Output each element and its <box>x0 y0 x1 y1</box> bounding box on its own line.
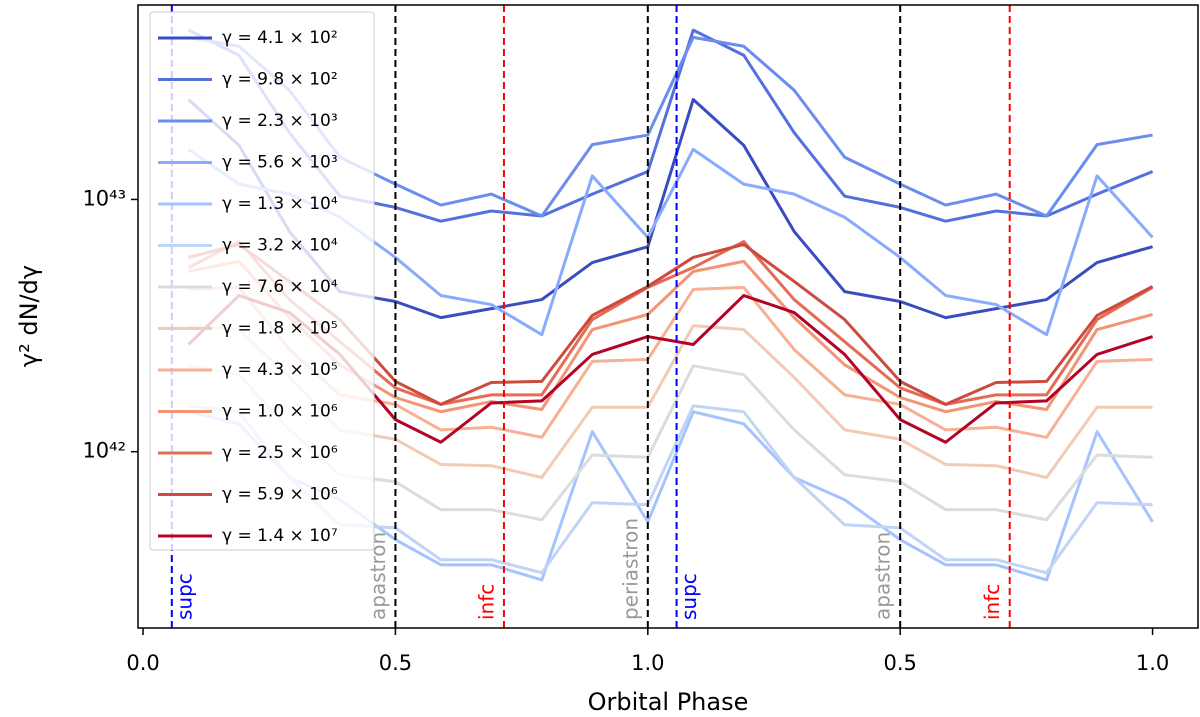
vline-label: infc <box>474 584 498 620</box>
legend-box <box>149 11 375 551</box>
legend-label: γ = 4.1 × 10² <box>222 28 338 48</box>
legend-label: γ = 9.8 × 10² <box>222 70 338 90</box>
legend-label: γ = 5.9 × 10⁶ <box>222 485 338 505</box>
vline-label: apastron <box>871 532 895 620</box>
legend-label: γ = 5.6 × 10³ <box>222 153 338 173</box>
legend: γ = 4.1 × 10² γ = 9.8 × 10² γ = 2.3 × 10³ γ… <box>149 11 375 551</box>
y-tick-label: 10⁴² <box>82 439 126 463</box>
x-tick-label: 0.0 <box>126 651 159 675</box>
legend-label: γ = 1.0 × 10⁶ <box>222 402 338 422</box>
vline-label: periastron <box>618 518 642 620</box>
y-axis-label: γ² dN/dγ <box>15 265 43 367</box>
vline-label: infc <box>980 584 1004 620</box>
legend-label: γ = 4.3 × 10⁵ <box>222 360 338 380</box>
y-tick-label: 10⁴³ <box>82 186 126 210</box>
legend-label: γ = 2.3 × 10³ <box>222 111 338 131</box>
x-tick-label: 0.5 <box>379 651 412 675</box>
legend-label: γ = 3.2 × 10⁴ <box>222 236 338 256</box>
x-tick-label: 0.5 <box>883 651 916 675</box>
x-axis-label: Orbital Phase <box>588 688 749 716</box>
legend-label: γ = 1.8 × 10⁵ <box>222 319 338 339</box>
plot-frame <box>137 4 1199 629</box>
legend-label: γ = 1.4 × 10⁷ <box>222 526 338 546</box>
x-tick-label: 1.0 <box>631 651 664 675</box>
legend-label: γ = 1.3 × 10⁴ <box>222 194 338 214</box>
vline-label: supc <box>172 573 196 620</box>
legend-label: γ = 2.5 × 10⁶ <box>222 443 338 463</box>
vline-label: supc <box>677 573 701 620</box>
legend-label: γ = 7.6 × 10⁴ <box>222 277 338 297</box>
x-tick-label: 1.0 <box>1136 651 1169 675</box>
